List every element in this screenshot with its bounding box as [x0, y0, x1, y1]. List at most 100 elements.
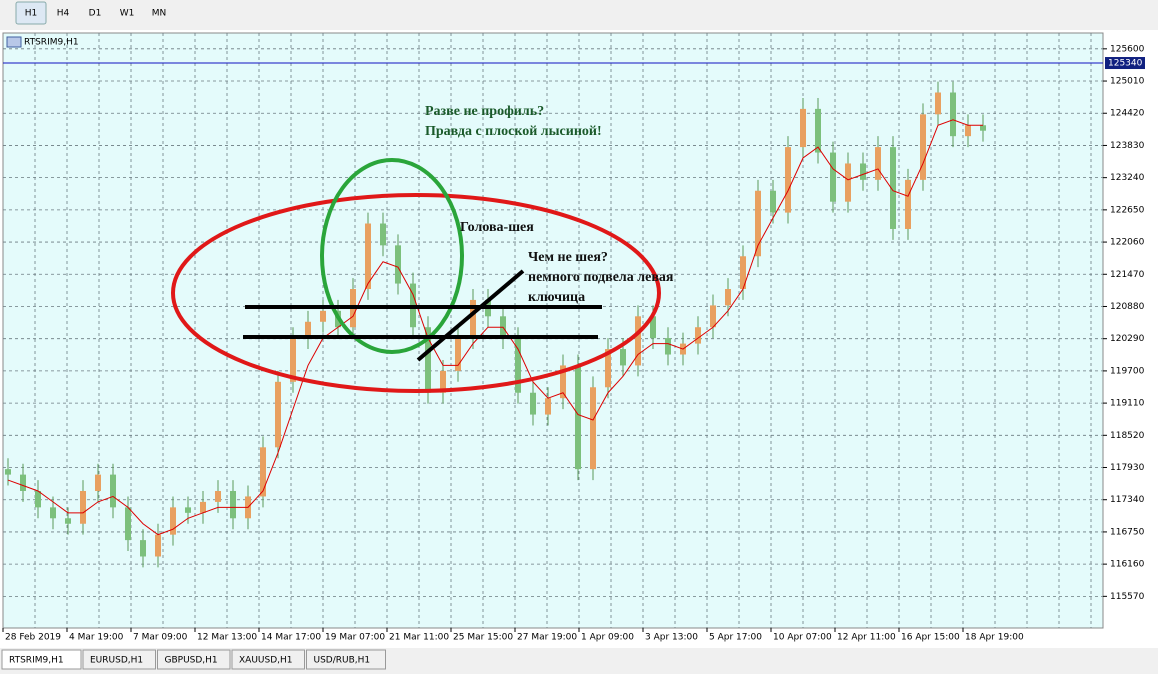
- y-tick-label: 122060: [1110, 238, 1145, 248]
- tab-label[interactable]: EURUSD,H1: [90, 656, 143, 666]
- annotation: Разве не профиль?: [425, 104, 544, 119]
- y-tick-label: 116160: [1110, 560, 1145, 570]
- candle-body: [110, 475, 116, 508]
- candle-body: [950, 93, 956, 137]
- timeframe-button[interactable]: W1: [120, 9, 135, 19]
- candle-body: [200, 502, 206, 513]
- y-tick-label: 125010: [1110, 77, 1145, 87]
- candle-body: [50, 507, 56, 518]
- candle-body: [230, 491, 236, 518]
- candle-body: [710, 305, 716, 327]
- candle-body: [395, 245, 401, 283]
- y-tick-label: 124420: [1110, 109, 1145, 119]
- candle-body: [905, 180, 911, 229]
- candle-body: [845, 163, 851, 201]
- annotation: немного подвела левая: [528, 270, 674, 285]
- candle-body: [365, 224, 371, 290]
- candle-body: [980, 125, 986, 130]
- x-tick-label: 12 Mar 13:00: [197, 633, 257, 643]
- y-tick-label: 116750: [1110, 527, 1145, 537]
- candle-body: [35, 491, 41, 507]
- candle-body: [125, 507, 131, 540]
- y-tick-label: 122650: [1110, 205, 1145, 215]
- x-tick-label: 3 Apr 13:00: [645, 633, 698, 643]
- tab-label[interactable]: GBPUSD,H1: [165, 656, 218, 666]
- candle-body: [875, 147, 881, 180]
- candle-body: [140, 540, 146, 556]
- candle-body: [575, 365, 581, 469]
- candle-body: [260, 447, 266, 496]
- tab-label[interactable]: RTSRIM9,H1: [9, 656, 64, 666]
- y-tick-label: 120290: [1110, 334, 1145, 344]
- annotation: Правда с плоской лысиной!: [425, 124, 602, 139]
- y-tick-label: 117340: [1110, 495, 1145, 505]
- candle-body: [530, 393, 536, 415]
- candle-body: [275, 382, 281, 448]
- tab-label[interactable]: USD/RUB,H1: [314, 656, 371, 666]
- candle-body: [785, 147, 791, 213]
- candle-body: [770, 191, 776, 213]
- candle-body: [665, 338, 671, 354]
- candle-body: [545, 398, 551, 414]
- candle-body: [815, 109, 821, 153]
- tabs: RTSRIM9,H1 EURUSD,H1 GBPUSD,H1 XAUUSD,H1 USD…: [2, 650, 386, 669]
- x-tick-label: 28 Feb 2019: [5, 633, 61, 643]
- candle-body: [590, 387, 596, 469]
- candle-body: [155, 535, 161, 557]
- candle-body: [800, 109, 806, 147]
- symbol-icon: [7, 37, 21, 47]
- candle-body: [695, 327, 701, 343]
- candle-body: [830, 153, 836, 202]
- x-tick-label: 1 Apr 09:00: [581, 633, 634, 643]
- candle-body: [860, 163, 866, 179]
- candle-body: [965, 125, 971, 136]
- timeframe-button[interactable]: D1: [89, 9, 102, 19]
- y-tick-label: 119700: [1110, 366, 1145, 376]
- current-price-label: 125340: [1108, 59, 1143, 69]
- candle-body: [80, 491, 86, 524]
- y-tick-label: 123240: [1110, 173, 1145, 183]
- x-tick-label: 12 Apr 11:00: [837, 633, 896, 643]
- candle-body: [455, 338, 461, 371]
- x-tick-label: 25 Mar 15:00: [453, 633, 513, 643]
- candle-body: [170, 507, 176, 534]
- annotation: Чем не шея?: [528, 250, 608, 265]
- x-tick-label: 27 Mar 19:00: [517, 633, 577, 643]
- candle-body: [5, 469, 11, 474]
- candle-body: [920, 114, 926, 180]
- candle-body: [380, 224, 386, 246]
- y-tick-label: 125600: [1110, 44, 1145, 54]
- toolbar: [0, 0, 1158, 26]
- candle-body: [935, 93, 941, 115]
- x-tick-label: 4 Mar 19:00: [69, 633, 124, 643]
- candle-body: [620, 349, 626, 365]
- y-tick-label: 117930: [1110, 463, 1145, 473]
- candle-body: [95, 475, 101, 491]
- x-tick-label: 5 Apr 17:00: [709, 633, 762, 643]
- tab-label[interactable]: XAUUSD,H1: [239, 656, 293, 666]
- timeframe-button[interactable]: H1: [25, 9, 38, 19]
- y-tick-label: 119110: [1110, 399, 1145, 409]
- x-tick-label: 21 Mar 11:00: [389, 633, 449, 643]
- y-tick-label: 123830: [1110, 141, 1145, 151]
- y-tick-label: 118520: [1110, 431, 1145, 441]
- timeframe-button[interactable]: H4: [57, 9, 70, 19]
- candle-body: [185, 507, 191, 512]
- x-tick-label: 14 Mar 17:00: [261, 633, 321, 643]
- x-tick-label: 16 Apr 15:00: [901, 633, 960, 643]
- candle-body: [20, 475, 26, 491]
- y-tick-label: 121470: [1110, 270, 1145, 280]
- y-tick-label: 115570: [1110, 592, 1145, 602]
- x-tick-label: 18 Apr 19:00: [965, 633, 1024, 643]
- annotation: Голова-шея: [460, 220, 534, 235]
- x-tick-label: 7 Mar 09:00: [133, 633, 188, 643]
- timeframe-button[interactable]: MN: [152, 9, 167, 19]
- candle-body: [320, 311, 326, 322]
- annotation: ключица: [528, 290, 585, 305]
- candle-body: [725, 289, 731, 305]
- x-tick-label: 19 Mar 07:00: [325, 633, 385, 643]
- chart-title: RTSRIM9,H1: [24, 38, 79, 48]
- x-tick-label: 10 Apr 07:00: [773, 633, 832, 643]
